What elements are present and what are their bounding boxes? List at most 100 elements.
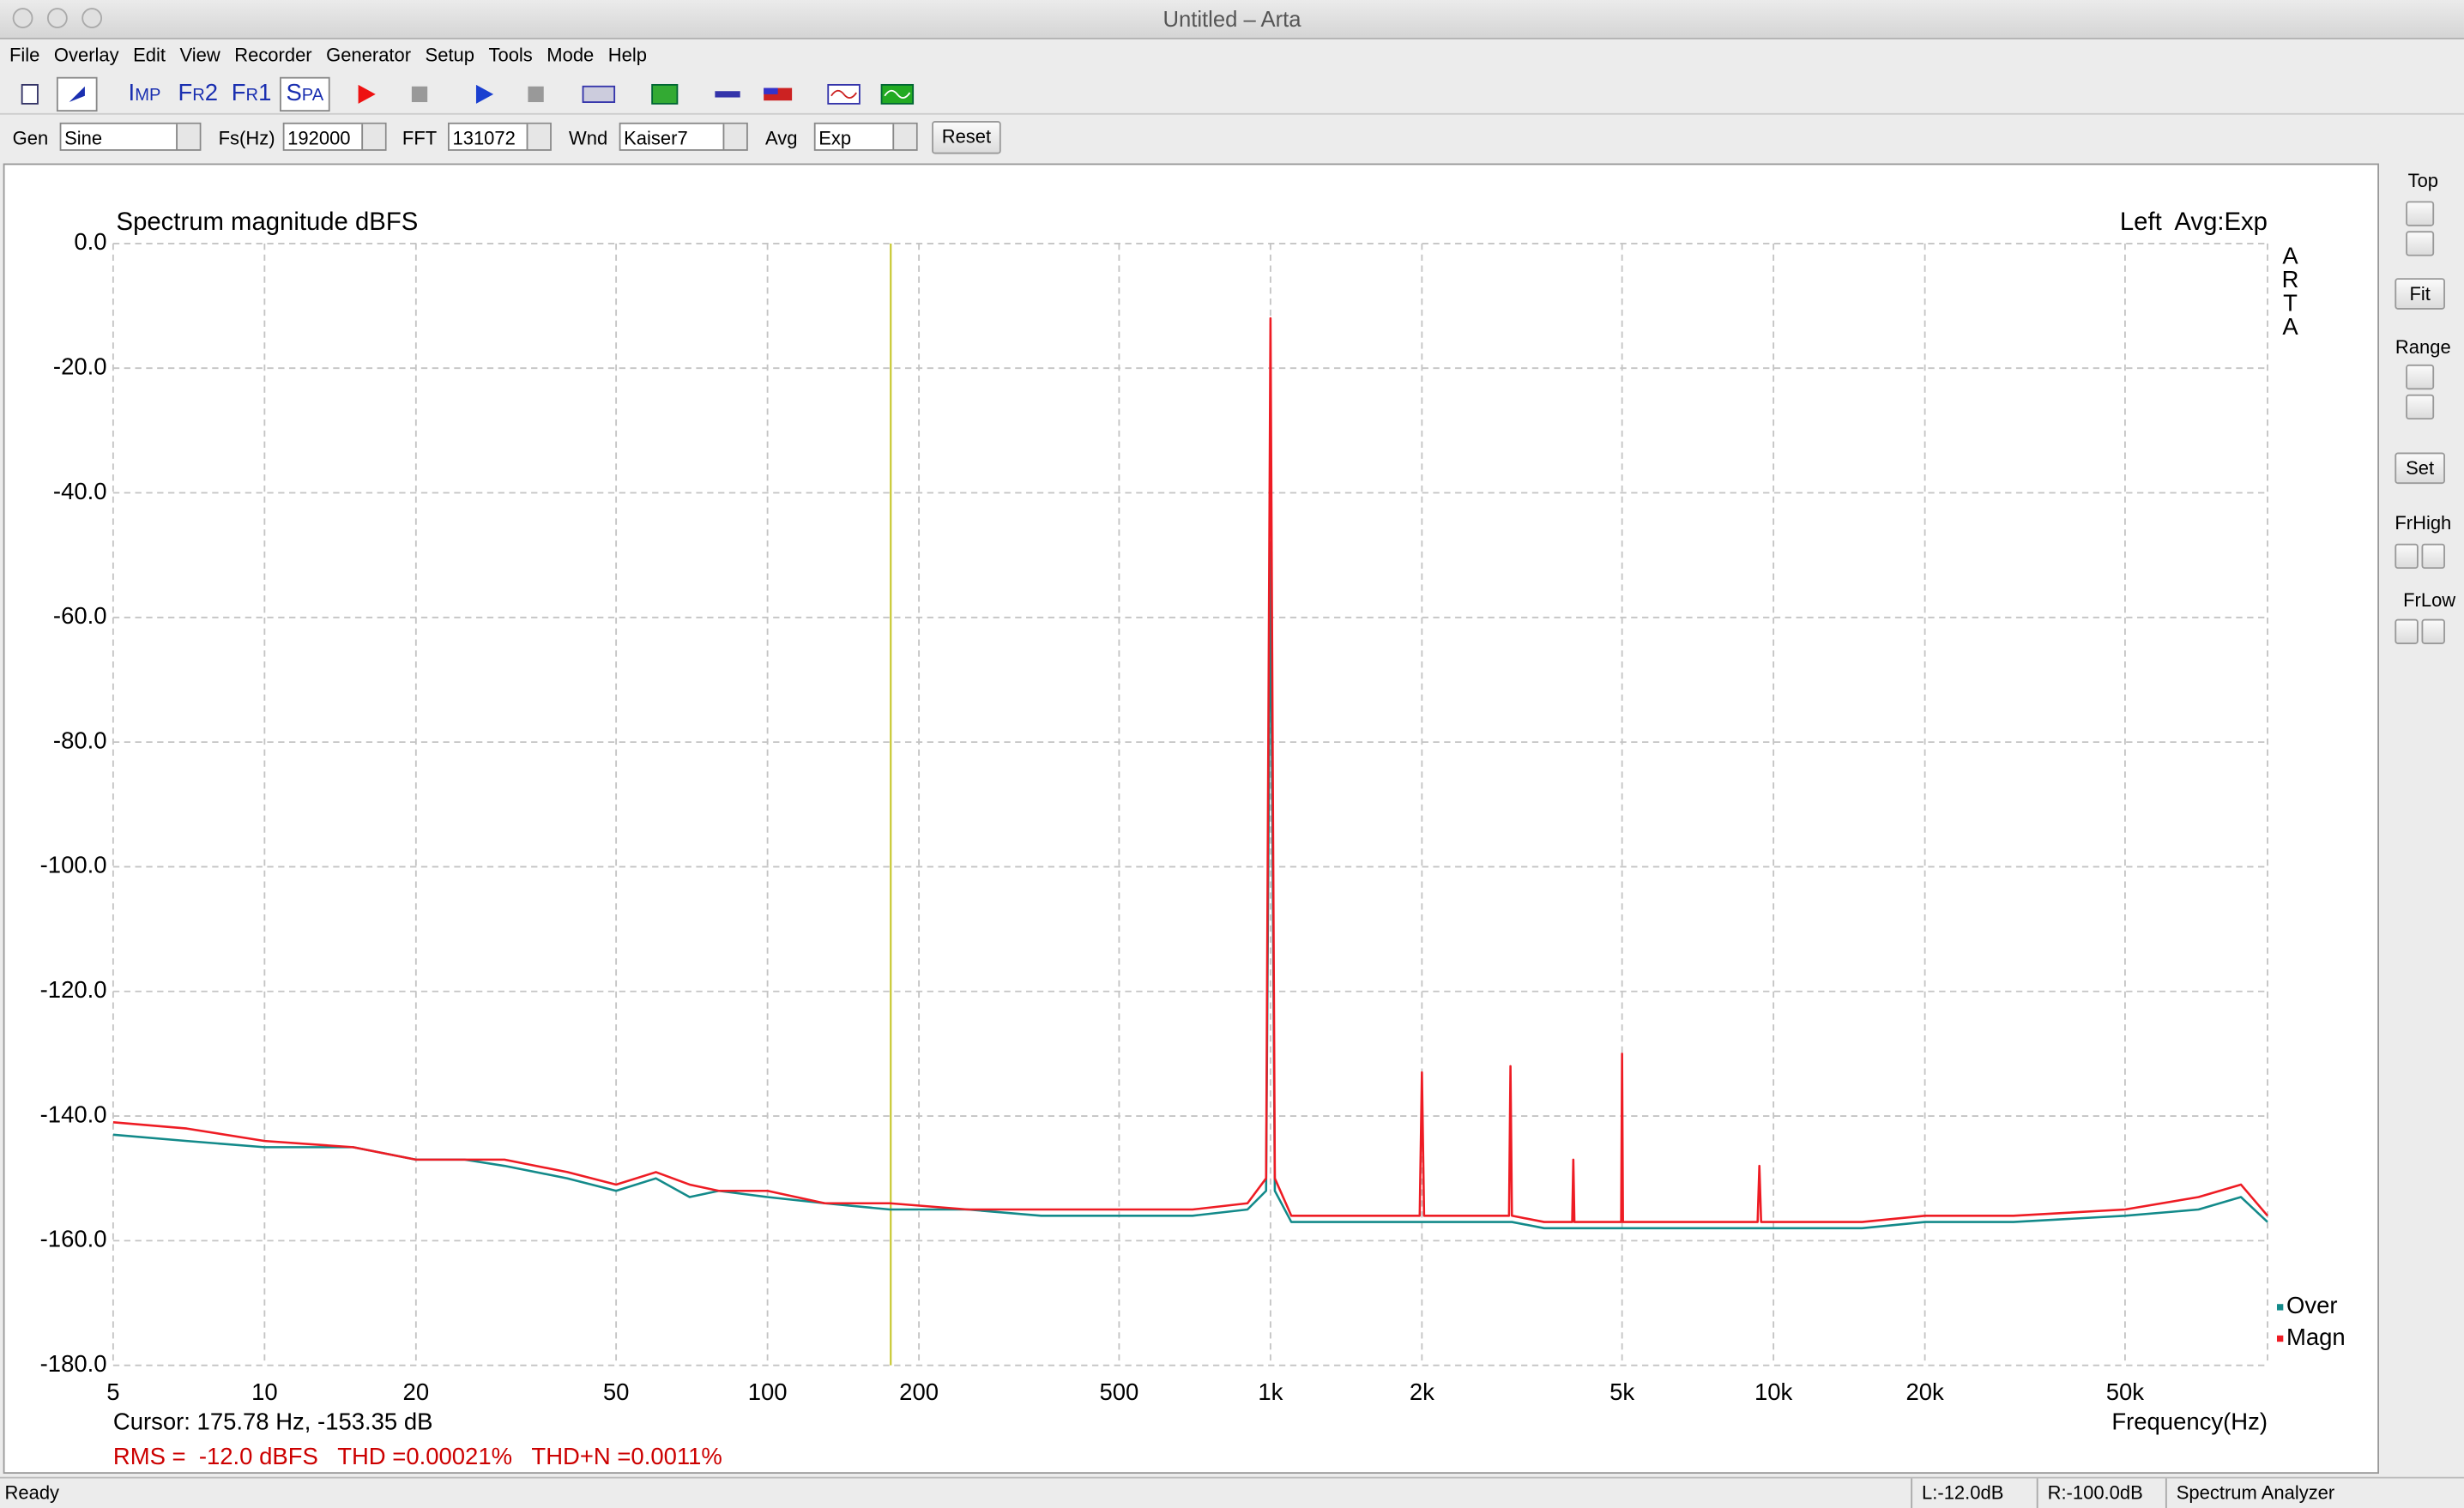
frhigh-left[interactable]	[2395, 543, 2419, 570]
menu-item[interactable]: Setup	[425, 44, 475, 66]
fr2-button[interactable]: Fr2	[178, 80, 219, 107]
x-axis-label: Frequency(Hz)	[2111, 1408, 2268, 1435]
top-down[interactable]	[2406, 231, 2435, 256]
fs-select[interactable]: 192000	[282, 122, 387, 151]
wnd-select[interactable]: Kaiser7	[619, 122, 748, 151]
menu-item[interactable]: Edit	[133, 44, 166, 66]
legend-label: Magn	[2286, 1324, 2346, 1350]
probe-button[interactable]	[707, 77, 748, 112]
generator-button[interactable]	[877, 77, 918, 112]
imp-button[interactable]: Imp	[128, 80, 161, 107]
level-button[interactable]	[758, 77, 799, 112]
avg-label: Avg	[764, 127, 798, 150]
record-button[interactable]	[346, 77, 387, 112]
minimize-button[interactable]	[46, 8, 68, 28]
set-button[interactable]: Set	[2395, 452, 2445, 485]
range-down[interactable]	[2406, 394, 2435, 420]
y-tick-label: 0.0	[74, 228, 106, 255]
range-up[interactable]	[2406, 364, 2435, 390]
y-tick-label: -40.0	[53, 478, 107, 504]
spa-button[interactable]: Spa	[280, 76, 330, 112]
title-bar: Untitled – Arta	[0, 0, 2464, 39]
play-stop-button[interactable]	[516, 77, 557, 112]
x-tick-label: 20	[403, 1378, 430, 1405]
frhigh-label: FrHigh	[2395, 512, 2452, 534]
x-tick-label: 5k	[1609, 1378, 1634, 1405]
y-tick-label: -60.0	[53, 602, 107, 629]
gen-label: Gen	[12, 127, 49, 150]
fft-select[interactable]: 131072	[448, 122, 552, 151]
new-button[interactable]	[9, 77, 51, 112]
record-stop-button[interactable]	[399, 77, 440, 112]
x-tick-label: 100	[748, 1378, 788, 1405]
plot-panel	[3, 163, 2380, 1475]
stats-readout: RMS = -12.0 dBFS THD =0.00021% THD+N =0.…	[113, 1443, 722, 1469]
gen-value: Sine	[64, 127, 103, 150]
status-bar: Ready L:-12.0dB R:-100.0dB Spectrum Anal…	[0, 1476, 2464, 1508]
toolbar: Imp Fr2 Fr1 Spa	[0, 72, 2464, 115]
menu-item[interactable]: Mode	[547, 44, 595, 66]
play-button[interactable]	[463, 77, 504, 112]
x-tick-label: 5	[106, 1378, 119, 1405]
frlow-right[interactable]	[2421, 618, 2445, 644]
frlow-label: FrLow	[2403, 588, 2456, 612]
menu-item[interactable]: Help	[607, 44, 647, 66]
legend-swatch	[2276, 1335, 2284, 1342]
avg-select[interactable]: Exp	[813, 122, 918, 151]
status-right: R:-100.0dB	[2036, 1478, 2143, 1508]
avg-value: Exp	[818, 127, 852, 150]
x-tick-label: 50	[603, 1378, 630, 1405]
close-button[interactable]	[12, 8, 33, 28]
menu-item[interactable]: Recorder	[234, 44, 312, 66]
fs-value: 192000	[287, 127, 351, 150]
top-up[interactable]	[2406, 201, 2435, 226]
scope-button[interactable]	[824, 77, 865, 112]
frlow-left[interactable]	[2395, 618, 2419, 644]
x-tick-label: 10k	[1754, 1378, 1793, 1405]
status-ready: Ready	[4, 1481, 60, 1504]
open-button[interactable]	[56, 76, 98, 112]
y-tick-label: -20.0	[53, 353, 107, 379]
fit-button[interactable]: Fit	[2395, 278, 2445, 310]
x-tick-label: 2k	[1410, 1378, 1434, 1405]
window-title: Untitled – Arta	[1163, 6, 1301, 32]
x-tick-label: 10	[251, 1378, 278, 1405]
range-label: Range	[2395, 335, 2451, 359]
arta-label: ARTA	[2276, 243, 2304, 338]
wnd-value: Kaiser7	[624, 127, 688, 150]
fft-label: FFT	[402, 127, 438, 150]
side-panel: Top Fit Range Set FrHigh FrLow	[2382, 163, 2464, 1474]
reset-button[interactable]: Reset	[932, 121, 1001, 154]
menu-item[interactable]: Generator	[326, 44, 412, 66]
gen-select[interactable]: Sine	[59, 122, 202, 151]
menu-item[interactable]: Overlay	[53, 44, 119, 66]
control-bar: Gen Sine Fs(Hz) 192000 FFT 131072 Wnd Ka…	[0, 117, 2464, 160]
wnd-label: Wnd	[569, 127, 608, 150]
menu-bar: File Overlay Edit View Recorder Generator Setu…	[0, 39, 2464, 72]
legend-swatch	[2276, 1304, 2284, 1311]
y-tick-label: -180.0	[40, 1350, 107, 1377]
menu-item[interactable]: Tools	[488, 44, 533, 66]
fr1-button[interactable]: Fr1	[231, 80, 272, 107]
menu-item[interactable]: View	[179, 44, 220, 66]
frhigh-right[interactable]	[2421, 543, 2445, 570]
chart-subtitle: Left Avg:Exp	[2120, 208, 2268, 236]
y-tick-label: -120.0	[40, 976, 107, 1003]
y-tick-label: -80.0	[53, 727, 107, 753]
menu-item[interactable]: File	[9, 44, 40, 66]
series-line	[112, 317, 2268, 1223]
zoom-button[interactable]	[82, 8, 103, 28]
chart-button[interactable]	[644, 77, 685, 112]
series-line	[112, 541, 2268, 1230]
status-left: L:-12.0dB	[1911, 1478, 2003, 1508]
x-tick-label: 1k	[1258, 1378, 1283, 1405]
abc-button[interactable]	[578, 77, 619, 112]
x-tick-label: 200	[899, 1378, 939, 1405]
x-tick-label: 50k	[2106, 1378, 2145, 1405]
fs-label: Fs(Hz)	[218, 127, 275, 150]
cursor-readout: Cursor: 175.78 Hz, -153.35 dB	[113, 1408, 433, 1435]
x-tick-label: 500	[1099, 1378, 1138, 1405]
fft-value: 131072	[452, 127, 516, 150]
